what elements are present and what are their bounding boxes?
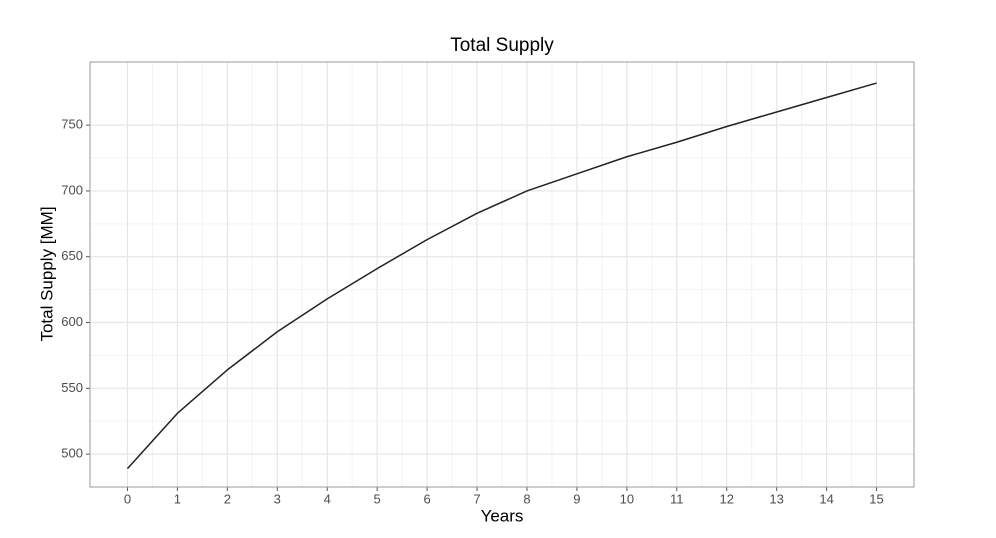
y-tick-label: 700: [61, 182, 83, 197]
y-tick-label: 650: [61, 248, 83, 263]
x-tick-label: 15: [869, 491, 883, 506]
x-tick-label: 4: [324, 491, 331, 506]
y-tick-label: 500: [61, 446, 83, 461]
x-tick-label: 11: [670, 491, 684, 506]
x-tick-label: 6: [423, 491, 430, 506]
x-tick-label: 12: [719, 491, 733, 506]
x-tick-label: 3: [274, 491, 281, 506]
x-tick-label: 13: [769, 491, 783, 506]
x-tick-label: 10: [620, 491, 634, 506]
panel-border: [89, 61, 915, 488]
y-tick-label: 600: [61, 314, 83, 329]
x-tick-label: 9: [573, 491, 580, 506]
x-tick-label: 5: [374, 491, 381, 506]
x-axis-title: Years: [481, 506, 524, 525]
x-tick-label: 1: [174, 491, 181, 506]
y-tick-label: 550: [61, 380, 83, 395]
x-tick-label: 7: [473, 491, 480, 506]
x-tick-label: 0: [124, 491, 131, 506]
y-axis-title: Total Supply [MM]: [37, 206, 56, 341]
x-tick-label: 8: [523, 491, 530, 506]
x-tick-label: 2: [224, 491, 231, 506]
y-tick-label: 750: [61, 117, 83, 132]
chart-title: Total Supply: [450, 35, 554, 56]
line: [126, 82, 877, 470]
x-tick-label: 14: [819, 491, 833, 506]
